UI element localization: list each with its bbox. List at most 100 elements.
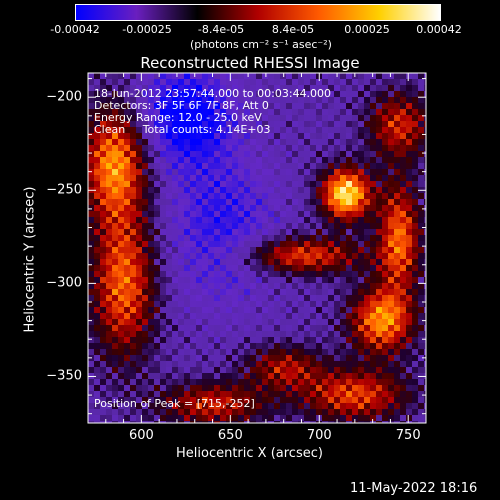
heatmap-cell <box>136 205 142 211</box>
heatmap-cell <box>286 409 292 415</box>
heatmap-cell <box>364 175 370 181</box>
heatmap-cell <box>298 151 304 157</box>
heatmap-cell <box>364 307 370 313</box>
heatmap-cell <box>322 415 328 421</box>
heatmap-cell <box>286 187 292 193</box>
heatmap-cell <box>388 397 394 403</box>
heatmap-cell <box>172 295 178 301</box>
heatmap-cell <box>142 265 148 271</box>
heatmap-cell <box>394 259 400 265</box>
heatmap-cell <box>316 265 322 271</box>
heatmap-cell <box>244 79 250 85</box>
heatmap-cell <box>244 115 250 121</box>
heatmap-cell <box>406 223 412 229</box>
heatmap-cell <box>394 199 400 205</box>
heatmap-cell <box>376 295 382 301</box>
heatmap-cell <box>112 175 118 181</box>
heatmap-cell <box>334 325 340 331</box>
heatmap-cell <box>154 373 160 379</box>
heatmap-cell <box>268 253 274 259</box>
heatmap-cell <box>136 415 142 421</box>
heatmap-cell <box>190 265 196 271</box>
heatmap-cell <box>202 337 208 343</box>
heatmap-cell <box>244 421 250 423</box>
heatmap-cell <box>112 415 118 421</box>
heatmap-cell <box>118 391 124 397</box>
heatmap-cell <box>226 373 232 379</box>
heatmap-cell <box>334 355 340 361</box>
heatmap-cell <box>346 85 352 91</box>
heatmap-cell <box>400 115 406 121</box>
heatmap-cell <box>118 109 124 115</box>
heatmap-cell <box>166 415 172 421</box>
heatmap-cell <box>202 241 208 247</box>
heatmap-cell <box>250 367 256 373</box>
heatmap-cell <box>190 235 196 241</box>
heatmap-cell <box>376 181 382 187</box>
heatmap-cell <box>304 79 310 85</box>
heatmap-cell <box>358 289 364 295</box>
heatmap-cell <box>286 199 292 205</box>
heatmap-cell <box>232 115 238 121</box>
heatmap-cell <box>274 115 280 121</box>
heatmap-cell <box>316 385 322 391</box>
heatmap-cell <box>322 301 328 307</box>
heatmap-cell <box>298 85 304 91</box>
heatmap-cell <box>154 421 160 423</box>
heatmap-cell <box>220 319 226 325</box>
heatmap-cell <box>286 301 292 307</box>
heatmap-cell <box>148 109 154 115</box>
heatmap-cell <box>166 115 172 121</box>
heatmap-cell <box>184 139 190 145</box>
heatmap-cell <box>268 85 274 91</box>
heatmap-cell <box>334 187 340 193</box>
heatmap-cell <box>172 199 178 205</box>
heatmap-cell <box>382 283 388 289</box>
colorbar-tick-label: -0.00042 <box>50 23 100 36</box>
heatmap-cell <box>226 385 232 391</box>
heatmap-cell <box>202 247 208 253</box>
heatmap-cell <box>316 109 322 115</box>
heatmap-cell <box>328 241 334 247</box>
heatmap-cell <box>280 343 286 349</box>
heatmap-cell <box>88 223 94 229</box>
heatmap-cell <box>106 79 112 85</box>
heatmap-cell <box>364 379 370 385</box>
heatmap-cell <box>106 127 112 133</box>
heatmap-cell <box>376 199 382 205</box>
heatmap-cell <box>226 97 232 103</box>
heatmap-cell <box>334 175 340 181</box>
heatmap-cell <box>154 259 160 265</box>
heatmap-cell <box>370 253 376 259</box>
heatmap-cell <box>292 319 298 325</box>
heatmap-cell <box>124 367 130 373</box>
heatmap-cell <box>394 271 400 277</box>
heatmap-cell <box>142 409 148 415</box>
heatmap-cell <box>376 79 382 85</box>
heatmap-cell <box>142 175 148 181</box>
heatmap-cell <box>154 133 160 139</box>
heatmap-cell <box>328 235 334 241</box>
heatmap-cell <box>418 397 424 403</box>
heatmap-cell <box>358 301 364 307</box>
heatmap-cell <box>370 343 376 349</box>
heatmap-cell <box>388 97 394 103</box>
heatmap-cell <box>94 355 100 361</box>
heatmap-cell <box>400 421 406 423</box>
heatmap-cell <box>214 367 220 373</box>
heatmap-cell <box>142 241 148 247</box>
heatmap-cell <box>142 337 148 343</box>
heatmap-cell <box>196 349 202 355</box>
heatmap-cell <box>256 235 262 241</box>
heatmap-cell <box>280 265 286 271</box>
heatmap-cell <box>418 109 424 115</box>
heatmap-cell <box>142 373 148 379</box>
heatmap-cell <box>184 97 190 103</box>
heatmap-cell <box>154 391 160 397</box>
colorbar-tick-label: 8.4e-05 <box>271 23 315 36</box>
heatmap-cell <box>352 289 358 295</box>
heatmap-cell <box>370 301 376 307</box>
heatmap-cell <box>418 319 424 325</box>
heatmap-cell <box>160 295 166 301</box>
heatmap-cell <box>280 391 286 397</box>
